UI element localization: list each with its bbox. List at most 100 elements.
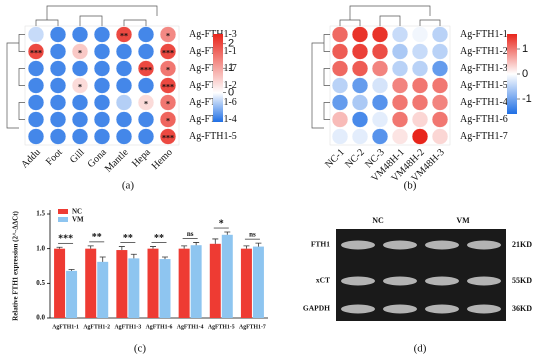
heat-cell: [331, 128, 349, 145]
blot-band: [425, 240, 459, 250]
heat-cell: [137, 77, 155, 94]
heat-cell: [431, 111, 449, 128]
heat-cell: [71, 111, 89, 128]
bar: [54, 248, 66, 318]
heat-cell: [93, 77, 111, 94]
significance-label: **: [92, 232, 102, 243]
blot-band: [467, 276, 501, 286]
bar: [97, 261, 109, 318]
heat-cell: [431, 94, 449, 111]
error-bar: [68, 269, 75, 271]
error-bar: [181, 245, 188, 249]
error-bar: [193, 242, 200, 246]
heat-cell: [159, 60, 177, 77]
heat-cell: [371, 43, 389, 60]
blot-protein-label: xCT: [316, 276, 330, 285]
heat-cell: [159, 111, 177, 128]
bar: [209, 243, 221, 318]
significance-mark: ***: [30, 48, 42, 57]
heat-cell: [391, 111, 409, 128]
heat-cell: [411, 60, 429, 77]
heat-cell: [159, 128, 177, 145]
legend-swatch: [58, 209, 68, 214]
heat-cell: [431, 60, 449, 77]
heat-cell: [431, 43, 449, 60]
error-bar: [99, 256, 106, 262]
dendrogram-path: [311, 5, 441, 129]
heat-cell: [93, 60, 111, 77]
significance-mark: *: [166, 116, 170, 125]
row-label: Ag-FTH1-7: [460, 131, 508, 142]
heat-cell: [27, 94, 45, 111]
error-bar: [87, 245, 94, 249]
heat-cell: [391, 60, 409, 77]
significance-mark: *: [78, 82, 82, 91]
dendrogram-path: [6, 5, 158, 129]
bar: [178, 248, 190, 318]
heat-cell: [351, 111, 369, 128]
x-tick-label: AgFTH1-2: [83, 324, 110, 330]
heat-cell: [159, 43, 177, 60]
colorbar-tick-label: -1: [522, 93, 532, 105]
row-label: Ag-FTH1-7: [189, 63, 237, 74]
heatmap-frame: [329, 25, 451, 146]
heat-cell: [431, 26, 449, 43]
column-label: NC-2: [343, 147, 367, 171]
heat-cell: [71, 94, 89, 111]
y-tick-label: 1.5: [36, 210, 45, 218]
significance-mark: *: [78, 48, 82, 57]
colorbar-tick-label: 2: [228, 38, 234, 50]
y-tick-label: 0.0: [36, 314, 45, 322]
error-bar: [224, 231, 231, 235]
significance-label: **: [123, 233, 133, 244]
heat-cell: [71, 128, 89, 145]
row-label: Ag-FTH1-5: [189, 131, 237, 142]
colorbar: [213, 34, 223, 122]
heat-cell: [93, 26, 111, 43]
heat-cell: [137, 43, 155, 60]
heat-cell: [115, 94, 133, 111]
column-label: Addu: [19, 147, 43, 171]
heat-cell: [27, 60, 45, 77]
y-tick-label: 0.5: [36, 279, 45, 287]
panel-caption: (a): [122, 180, 135, 192]
heat-cell: [391, 26, 409, 43]
error-bar: [255, 242, 262, 247]
heat-cell: [27, 43, 45, 60]
column-label: Mantle: [103, 147, 131, 175]
heat-cell: [351, 77, 369, 94]
heat-cell: [331, 60, 349, 77]
heat-cell: [137, 128, 155, 145]
heat-cell: [27, 26, 45, 43]
heat-cell: [71, 43, 89, 60]
bar: [66, 270, 78, 318]
heat-cell: [331, 111, 349, 128]
blot-band: [425, 304, 459, 314]
heat-cell: [411, 128, 429, 145]
bar: [128, 258, 140, 318]
column-label: Foot: [44, 147, 65, 168]
blot-column-label: NC: [372, 216, 384, 225]
significance-label: ns: [249, 231, 256, 239]
heat-cell: [49, 128, 67, 145]
legend-label: NC: [72, 208, 82, 216]
row-label: Ag-FTH1-1: [189, 46, 237, 57]
error-bar: [118, 246, 125, 251]
heat-cell: [351, 26, 369, 43]
significance-mark: *: [166, 31, 170, 40]
blot-band: [341, 240, 375, 250]
dendrogram: [6, 5, 158, 129]
bar: [221, 234, 233, 318]
heat-cell: [411, 94, 429, 111]
significance-label: ***: [58, 234, 73, 245]
heat-cell: [391, 94, 409, 111]
row-label: Ag-FTH1-6: [460, 114, 508, 125]
significance-mark: *: [166, 99, 170, 108]
heat-cell: [27, 128, 45, 145]
heat-cell: [411, 77, 429, 94]
colorbar-tick-label: 0: [522, 68, 528, 80]
heat-cell: [371, 77, 389, 94]
heat-cell: [49, 43, 67, 60]
blot-band: [467, 240, 501, 250]
